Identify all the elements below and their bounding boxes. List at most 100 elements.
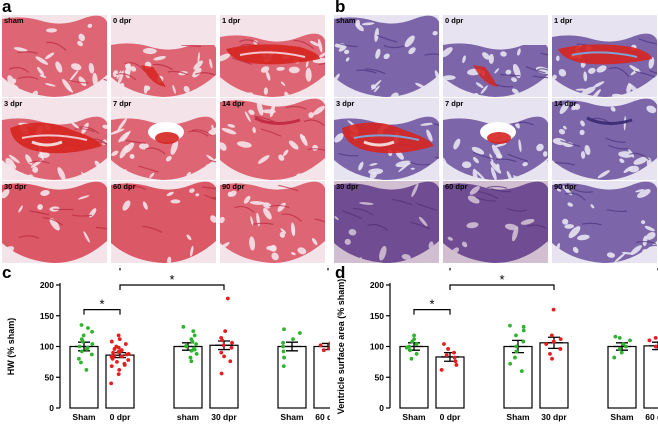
data-point (613, 334, 618, 339)
data-point (281, 364, 286, 369)
data-point (189, 337, 194, 342)
data-point (79, 360, 83, 365)
data-point (549, 333, 554, 338)
data-point (550, 356, 554, 361)
y-tick-label: 150 (40, 311, 54, 321)
timepoint-label: 90 dpr (554, 182, 577, 191)
timepoint-label: 3 dpr (336, 99, 355, 108)
data-point (230, 340, 234, 345)
data-point (414, 351, 419, 356)
data-point (219, 350, 224, 355)
timepoint-label: 30 dpr (4, 182, 27, 191)
y-tick-label: 100 (40, 342, 54, 352)
data-point (409, 356, 414, 361)
bar (313, 345, 330, 409)
data-point (116, 333, 121, 338)
bar (399, 345, 429, 409)
timepoint-label: 3 dpr (4, 99, 23, 108)
data-point (77, 356, 81, 361)
timepoint-label: 0 dpr (113, 16, 132, 25)
y-tick-label: 50 (45, 372, 55, 382)
data-point (617, 347, 622, 351)
y-axis-label: HW (% sham) (6, 318, 16, 376)
x-tick-label: 30 dpr (211, 412, 237, 422)
bar (105, 354, 135, 409)
histology-section (552, 181, 657, 263)
bar (277, 345, 307, 409)
data-point (414, 342, 419, 346)
data-point (281, 340, 285, 345)
histology-image: 90 dpr (220, 181, 325, 263)
histology-image: 0 dpr (111, 15, 216, 97)
x-tick-label: 60 dpr (315, 412, 330, 422)
data-point (513, 355, 517, 360)
data-point (219, 335, 224, 340)
x-tick-label: 30 dpr (541, 412, 567, 422)
data-point (412, 333, 416, 338)
histology-image: 14 dpr (220, 98, 325, 180)
data-point (84, 367, 89, 372)
data-point (281, 344, 286, 349)
histology-section (220, 15, 325, 97)
data-point (521, 324, 526, 329)
data-point (117, 337, 122, 342)
histology-image: sham (334, 15, 439, 97)
bar (643, 345, 658, 409)
significance-star: * (429, 297, 434, 312)
error-bar (283, 341, 301, 352)
significance-bracket (449, 284, 555, 290)
data-point (521, 328, 526, 333)
histology-section (334, 15, 439, 97)
timepoint-label: 60 dpr (113, 182, 136, 191)
timepoint-label: 1 dpr (554, 16, 573, 25)
data-point (191, 329, 196, 334)
data-point (544, 342, 549, 346)
data-point (558, 337, 563, 342)
histology-image: 90 dpr (552, 181, 657, 263)
histology-section (443, 181, 548, 263)
timepoint-label: 7 dpr (445, 99, 464, 108)
x-tick-label: Sham (402, 412, 426, 422)
error-bar (441, 352, 459, 362)
data-point (117, 367, 122, 372)
data-point (86, 326, 90, 330)
data-point (328, 344, 330, 349)
data-point (452, 355, 457, 360)
data-point (444, 353, 449, 358)
data-point (508, 361, 513, 366)
data-point (79, 323, 84, 327)
bar-chart-ventricle-area: Ventricle surface area (% sham) 0 50 100 150… (336, 268, 658, 422)
timepoint-label: sham (336, 16, 356, 25)
histology-section (2, 98, 107, 180)
data-point (647, 338, 652, 343)
x-tick-label: Sham (72, 412, 96, 422)
data-point (612, 355, 617, 360)
y-axis-label: Ventricle surface area (% sham) (336, 279, 346, 415)
data-point (81, 333, 86, 338)
data-point (298, 331, 302, 335)
timepoint-label: 90 dpr (222, 182, 245, 191)
data-point (619, 350, 624, 355)
x-tick-label: Sham (280, 412, 304, 422)
histology-image: 1 dpr (552, 15, 657, 97)
data-point (184, 343, 189, 348)
data-point (439, 367, 444, 372)
y-tick-label: 150 (370, 311, 384, 321)
histology-image: 3 dpr (2, 98, 107, 180)
data-point (116, 350, 121, 354)
histology-section (334, 98, 439, 180)
data-point (222, 354, 226, 359)
data-point (453, 359, 458, 364)
data-point (188, 355, 193, 360)
significance-bracket (119, 284, 225, 290)
data-point (452, 350, 456, 355)
histology-section (220, 98, 325, 180)
data-point (617, 335, 622, 340)
bar-chart-heart-weight: HW (% sham) 0 50 100 150 200 Sham 0 dpr sham 30 d… (6, 268, 330, 422)
data-point (454, 363, 459, 367)
data-point (624, 344, 628, 349)
data-point (111, 350, 116, 355)
data-point (119, 348, 124, 353)
data-point (221, 343, 226, 348)
bar (435, 356, 465, 409)
